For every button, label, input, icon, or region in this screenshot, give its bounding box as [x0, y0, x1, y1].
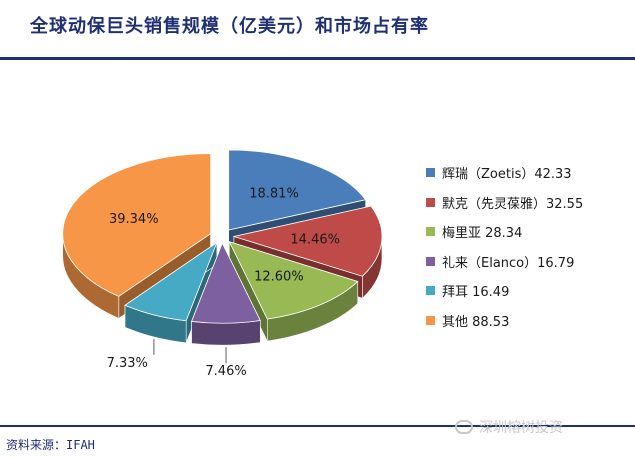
pie-slice-edge — [191, 320, 261, 346]
legend-label: 辉瑞（Zoetis）42.33 — [442, 167, 572, 183]
title-rule — [0, 57, 635, 60]
pie-slice-top — [228, 241, 359, 320]
pie-slice — [190, 242, 261, 346]
legend-swatch — [426, 315, 435, 325]
chart-title: 全球动保巨头销售规模（亿美元）和市场占有率 — [30, 16, 429, 37]
watermark: 深圳榕树投资 — [455, 417, 563, 437]
legend-item-zoetis: 辉瑞（Zoetis）42.33 — [426, 158, 583, 188]
data-label: 7.46% — [205, 364, 246, 379]
source-note: 资料来源：IFAH — [6, 438, 95, 452]
legend-item-merck: 默克（先灵葆雅）32.55 — [426, 188, 583, 218]
wechat-icon — [455, 420, 473, 434]
pie-slice-top — [124, 241, 218, 322]
legend-swatch — [426, 227, 435, 237]
legend-swatch — [426, 286, 435, 296]
legend-label: 拜耳 16.49 — [442, 285, 510, 301]
legend-item-elanco: 礼来（Elanco）16.79 — [426, 247, 583, 277]
watermark-text: 深圳榕树投资 — [479, 420, 563, 436]
legend-item-others: 其他 88.53 — [426, 306, 583, 336]
pie-slice-top — [228, 149, 367, 231]
legend-item-bayer: 拜耳 16.49 — [426, 276, 583, 306]
legend-label: 默克（先灵葆雅）32.55 — [442, 196, 584, 212]
data-label: 18.81% — [249, 186, 299, 201]
legend-swatch — [426, 197, 435, 207]
chart-legend: 辉瑞（Zoetis）42.33 默克（先灵葆雅）32.55 梅里亚 28.34 … — [426, 158, 583, 335]
legend-label: 礼来（Elanco）16.79 — [442, 255, 575, 271]
data-label: 39.34% — [109, 212, 159, 227]
data-label: 12.60% — [254, 270, 304, 285]
legend-label: 梅里亚 28.34 — [442, 226, 523, 242]
data-label: 14.46% — [290, 232, 340, 247]
legend-item-merial: 梅里亚 28.34 — [426, 217, 583, 247]
pie-slice-top — [190, 242, 261, 324]
legend-swatch — [426, 168, 435, 178]
legend-swatch — [426, 256, 435, 266]
legend-label: 其他 88.53 — [442, 314, 510, 330]
pie-slice-top — [232, 205, 383, 277]
pie-slice-top — [62, 153, 212, 297]
footer-rule — [0, 425, 635, 427]
data-label: 7.33% — [107, 356, 148, 371]
